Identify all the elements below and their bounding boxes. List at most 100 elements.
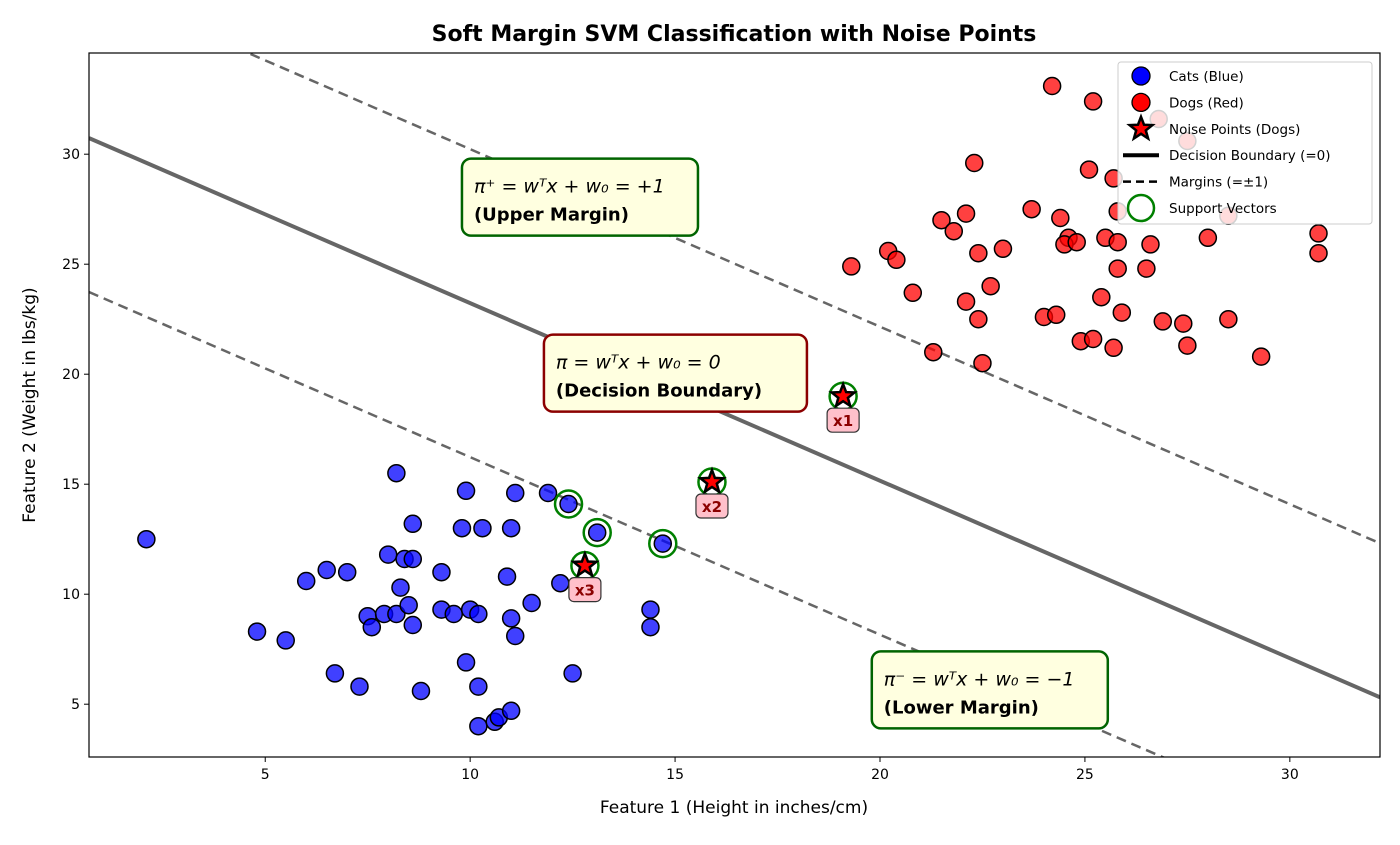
x-tick-label: 15 <box>666 767 684 783</box>
x-tick-label: 10 <box>461 767 479 783</box>
noise-label: x2 <box>702 498 722 516</box>
annotation-label: (Upper Margin) <box>474 205 629 226</box>
noise-label-box <box>568 576 602 603</box>
support-vector-ring <box>648 528 678 559</box>
annotation-box: π = wᵀx + w₀ = 0 (Decision Boundary) <box>542 333 809 413</box>
cat-point <box>432 562 451 582</box>
cat-point <box>505 626 525 646</box>
cat-point <box>469 716 488 736</box>
y-tick-label: 15 <box>62 477 80 493</box>
cat-point <box>563 664 582 683</box>
dog-point <box>887 250 906 270</box>
dog-point <box>1108 232 1127 252</box>
dog-point <box>1083 329 1103 349</box>
margin-line <box>245 53 1380 545</box>
cat-point <box>391 578 410 597</box>
legend-frame <box>1117 61 1373 225</box>
dog-point <box>932 210 951 230</box>
cat-point <box>362 617 382 637</box>
cat-point <box>497 567 517 586</box>
cat-point <box>456 653 476 672</box>
legend-ring-marker <box>1126 193 1156 223</box>
y-tick-label: 20 <box>62 367 80 383</box>
dog-point <box>969 309 988 329</box>
legend-label: Support Vectors <box>1169 201 1277 217</box>
cat-point <box>387 463 406 483</box>
dog-point <box>1309 243 1328 263</box>
dog-point <box>1153 312 1173 331</box>
cat-point <box>444 604 464 624</box>
dog-point <box>1309 224 1328 243</box>
cat-point <box>505 483 525 503</box>
cat-point <box>276 631 295 650</box>
cat-point <box>587 523 607 542</box>
legend-label: Decision Boundary (=0) <box>1169 148 1331 164</box>
x-tick-label: 30 <box>1281 767 1299 783</box>
dog-point <box>981 276 1000 296</box>
dog-point <box>1067 232 1086 252</box>
dog-point <box>1079 160 1099 179</box>
cat-point <box>473 518 492 538</box>
cat-point <box>325 664 345 683</box>
dog-point <box>944 221 964 241</box>
x-tick-label: 25 <box>1076 767 1094 783</box>
legend-label: Margins (=±1) <box>1169 175 1268 191</box>
noise-point-star <box>697 466 727 495</box>
noise-point-star <box>828 380 858 409</box>
cat-point <box>337 562 357 582</box>
cat-point <box>551 573 570 593</box>
dog-point <box>1042 76 1062 96</box>
noise-point-star <box>570 550 600 579</box>
plot-frame <box>88 52 1381 758</box>
cat-point <box>403 549 423 569</box>
support-vector-ring <box>553 489 584 519</box>
annotation-frame <box>870 650 1110 730</box>
dog-point <box>1112 303 1132 322</box>
noise-label: x1 <box>833 412 853 430</box>
cat-point <box>452 518 472 538</box>
legend-label: Noise Points (Dogs) <box>1169 122 1300 138</box>
y-tick-label: 25 <box>62 257 80 273</box>
cat-point <box>247 622 267 641</box>
dog-point <box>1174 314 1193 333</box>
x-tick-label: 20 <box>871 767 889 783</box>
dog-point <box>1022 199 1041 219</box>
y-axis-label: Feature 2 (Weight in lbs/kg) <box>20 287 40 522</box>
cat-point <box>559 494 578 514</box>
annotation-box: π⁺ = wᵀx + w₀ = +1 (Upper Margin) <box>460 157 700 237</box>
dog-point <box>969 243 988 263</box>
dog-point <box>1046 305 1066 325</box>
dog-point <box>1137 259 1156 278</box>
support-vector-ring <box>582 517 612 548</box>
noise-label: x3 <box>575 582 595 600</box>
dog-point <box>956 292 976 311</box>
chart-title: Soft Margin SVM Classification with Nois… <box>432 22 1037 47</box>
dog-point <box>903 283 923 303</box>
legend-label: Cats (Blue) <box>1169 69 1244 85</box>
y-tick-label: 30 <box>62 147 80 163</box>
cat-point <box>456 481 476 501</box>
cat-point <box>641 600 660 619</box>
cat-point <box>350 677 369 696</box>
noise-label-box <box>695 493 729 519</box>
annotation-equation: π⁺ = wᵀx + w₀ = +1 <box>474 176 665 198</box>
cat-point <box>317 560 336 580</box>
cat-point <box>469 604 488 624</box>
cat-point <box>501 609 521 628</box>
dog-point <box>1092 287 1111 307</box>
dog-point <box>1251 347 1271 366</box>
annotation-box: π⁻ = wᵀx + w₀ = −1 (Lower Margin) <box>870 650 1110 730</box>
dog-point <box>842 257 861 276</box>
noise-label-box <box>826 407 860 433</box>
cat-point <box>296 571 316 591</box>
annotation-frame <box>460 157 700 237</box>
y-tick-label: 10 <box>62 587 80 603</box>
dog-point <box>1051 208 1070 228</box>
dog-point <box>973 353 992 373</box>
cat-point <box>501 518 521 538</box>
cat-point <box>378 545 398 564</box>
dog-point <box>924 342 943 362</box>
cat-point <box>522 593 541 613</box>
cat-point <box>137 529 156 549</box>
